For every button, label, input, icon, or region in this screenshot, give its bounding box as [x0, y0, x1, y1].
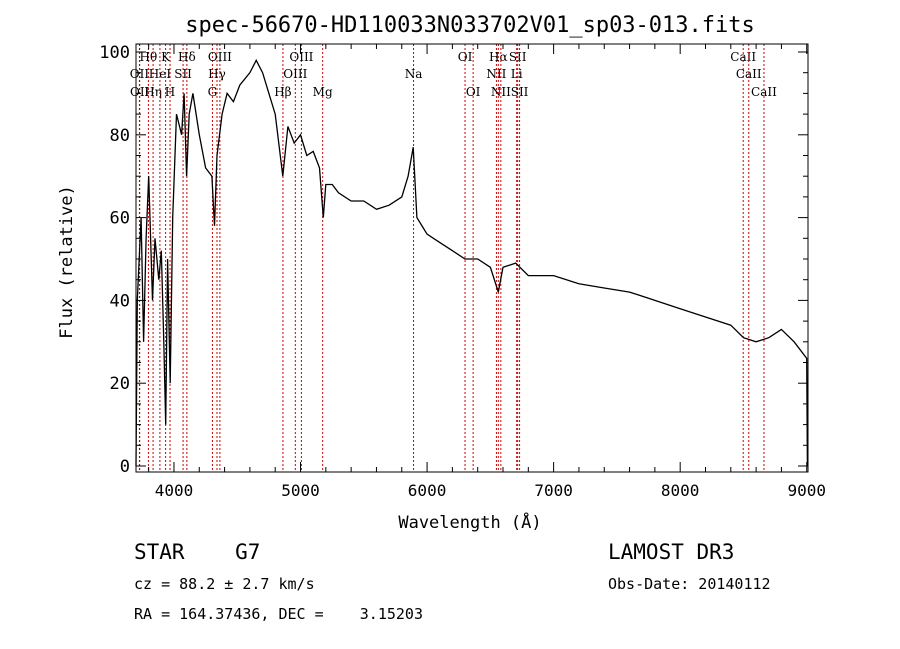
line-marker-label: CaII	[730, 50, 756, 64]
x-tick-label: 7000	[534, 481, 573, 500]
line-marker-label: CaII	[736, 67, 762, 81]
object-class: STAR G7	[134, 540, 260, 564]
y-tick-label: 20	[110, 374, 130, 394]
axis-ticks: 4000 5000 6000 7000 8000 9000 0 20 40 60 80 100	[99, 43, 826, 500]
line-marker-label: OII	[130, 85, 150, 99]
y-tick-label: 0	[120, 457, 130, 477]
line-markers: OIIOIIHθHηHeIKHSIIHδGHγOIIIHβOIIIOIIIMgN…	[130, 44, 777, 472]
line-marker-label: SII	[174, 67, 192, 81]
line-marker-label: G	[208, 85, 218, 99]
x-tick-label: 6000	[408, 481, 447, 500]
line-marker-label: OIII	[283, 67, 307, 81]
line-marker-label: SII	[509, 50, 527, 64]
plot-frame	[135, 43, 809, 473]
x-tick-label: 4000	[155, 481, 194, 500]
line-marker-label: CaII	[751, 85, 777, 99]
y-tick-label: 100	[99, 43, 130, 63]
survey-name: LAMOST DR3	[608, 540, 734, 564]
y-axis-label: Flux (relative)	[57, 185, 77, 339]
line-marker-label: H	[165, 85, 175, 99]
line-marker-label: OI	[466, 85, 481, 99]
coordinates: RA = 164.37436, DEC = 3.15203	[134, 605, 423, 623]
line-marker-label: NII	[491, 85, 511, 99]
line-marker-label: Mg	[313, 85, 333, 99]
y-tick-label: 40	[110, 291, 130, 311]
line-marker-label: Hγ	[208, 67, 226, 81]
redshift-cz: cz = 88.2 ± 2.7 km/s	[134, 575, 315, 593]
x-tick-label: 8000	[661, 481, 700, 500]
chart-title: spec-56670-HD110033N033702V01_sp03-013.f…	[185, 13, 755, 38]
x-tick-label: 5000	[281, 481, 320, 500]
line-marker-label: Hα	[489, 50, 508, 64]
spectrum-line	[135, 58, 809, 467]
line-marker-label: Li	[511, 67, 523, 81]
line-marker-label: Hβ	[274, 85, 291, 99]
line-marker-label: K	[161, 50, 171, 64]
y-tick-label: 80	[110, 126, 130, 146]
line-marker-label: OIII	[208, 50, 232, 64]
line-marker-label: SII	[511, 85, 529, 99]
y-tick-label: 60	[110, 209, 130, 229]
x-tick-label: 9000	[787, 481, 826, 500]
line-marker-label: Na	[405, 67, 423, 81]
line-marker-label: OIII	[289, 50, 313, 64]
line-marker-label: HeI	[149, 67, 172, 81]
obs-date: Obs-Date: 20140112	[608, 575, 771, 593]
line-marker-label: Hδ	[178, 50, 196, 64]
line-marker-label: Hη	[144, 85, 162, 99]
line-marker-label: OI	[458, 50, 473, 64]
line-marker-label: NII	[486, 67, 506, 81]
x-axis-label: Wavelength (Å)	[398, 511, 541, 533]
